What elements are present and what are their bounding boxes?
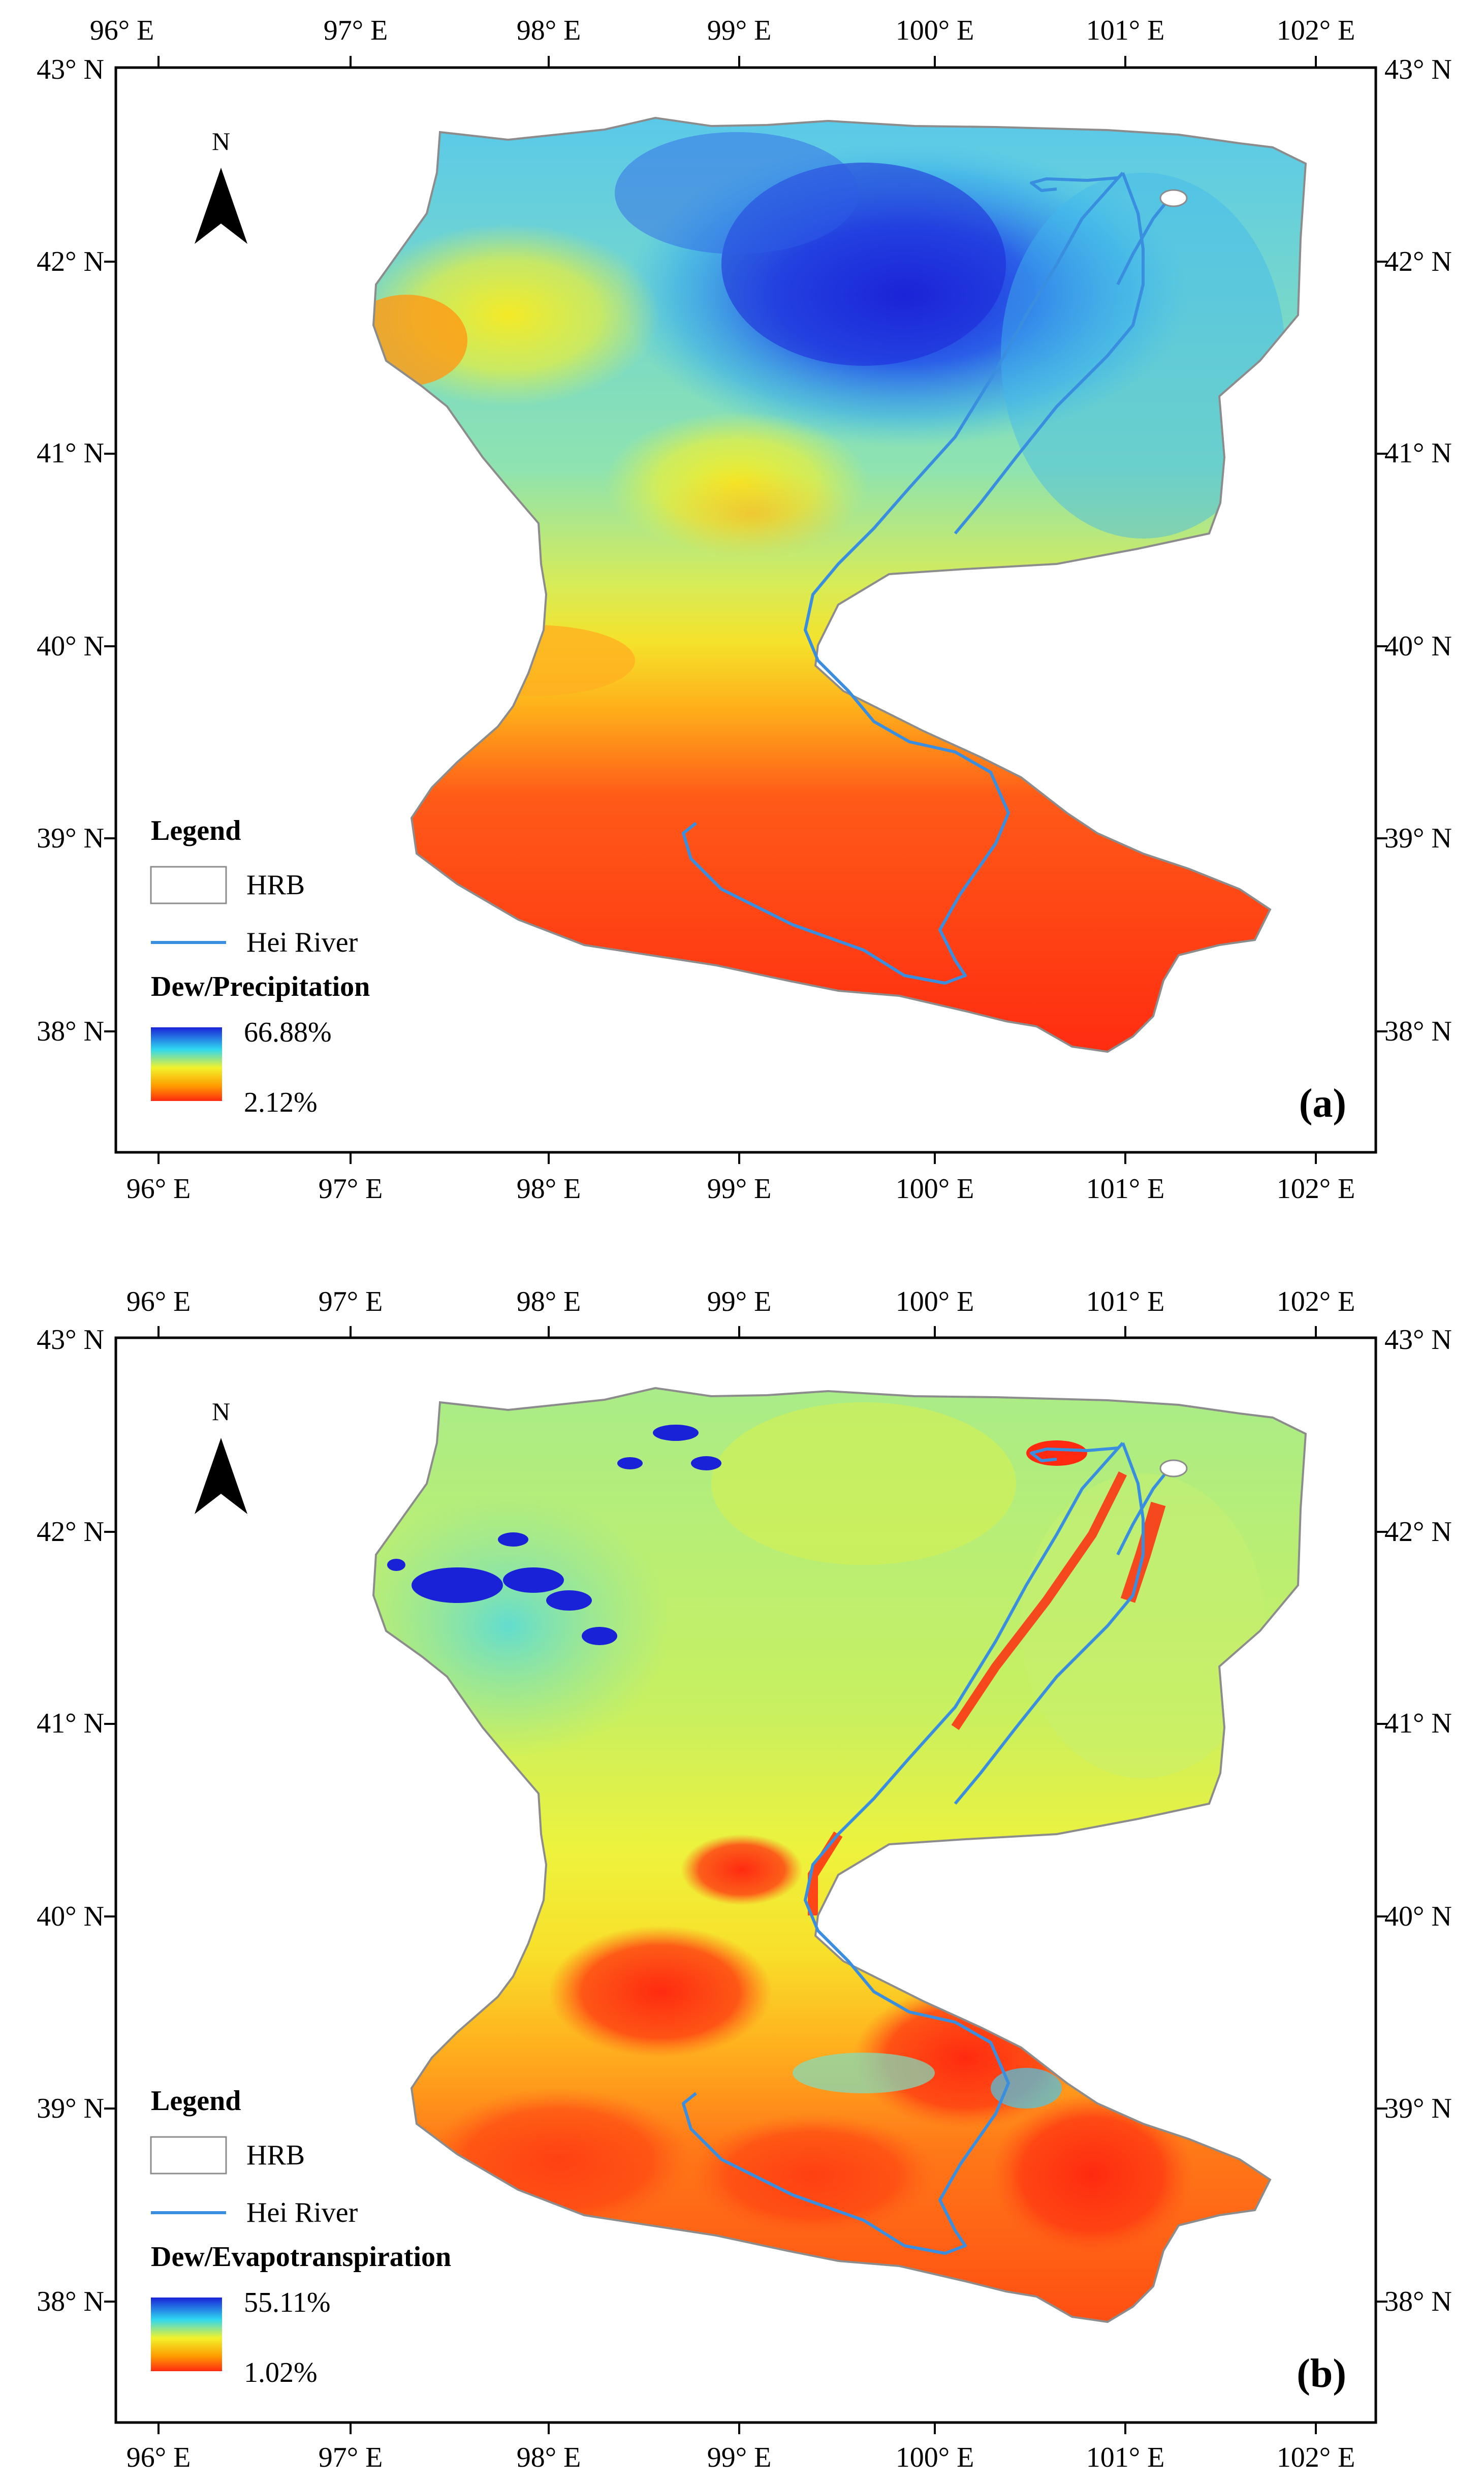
lat-label: 39° N <box>1384 823 1452 854</box>
lon-label: 97° E <box>324 15 388 46</box>
lon-label: 102° E <box>1277 2442 1355 2473</box>
lon-label: 101° E <box>1086 1173 1165 1205</box>
hrb-legend-label: HRB <box>246 2140 305 2171</box>
lat-label: 41° N <box>37 437 104 469</box>
lat-label: 42° N <box>1384 1516 1452 1548</box>
lon-label: 99° E <box>707 1173 772 1205</box>
lon-label: 102° E <box>1277 15 1355 46</box>
hrb-swatch <box>150 2136 227 2175</box>
lat-label: 40° N <box>1384 631 1452 662</box>
lat-label: 43° N <box>1384 1324 1452 1356</box>
north-arrow-a: N <box>195 127 247 244</box>
color-ramp-b <box>151 2298 222 2371</box>
panel-label-a: (a) <box>1299 1081 1346 1126</box>
legend-title: Legend <box>151 2085 241 2117</box>
legend-variable: Dew/Precipitation <box>151 971 370 1002</box>
map-frame-a <box>114 66 1377 1154</box>
lon-labels-top-b: 96° E 97° E 98° E 99° E 100° E 101° E 10… <box>127 1286 1355 1317</box>
lat-labels-right-b: 43° N 42° N 41° N 40° N 39° N 38° N <box>1384 1324 1452 2317</box>
map-frame-b <box>114 1336 1377 2424</box>
lon-label: 96° E <box>90 15 154 46</box>
lon-label: 96° E <box>127 1173 191 1205</box>
lat-label: 41° N <box>37 1708 104 1739</box>
lat-label: 38° N <box>37 1016 104 1047</box>
lat-label: 40° N <box>37 1901 104 1932</box>
lon-label: 101° E <box>1086 1286 1165 1317</box>
lat-label: 43° N <box>37 1324 104 1356</box>
lon-label: 101° E <box>1086 2442 1165 2473</box>
lat-label: 39° N <box>37 823 104 854</box>
lat-label: 41° N <box>1384 437 1452 469</box>
lon-label: 102° E <box>1277 1173 1355 1205</box>
color-ramp-a <box>151 1027 222 1101</box>
lat-label: 43° N <box>1384 54 1452 85</box>
dew-precipitation-raster <box>373 118 1306 1052</box>
lat-label: 39° N <box>37 2093 104 2124</box>
north-arrow-icon <box>195 1438 247 1514</box>
frame-ticks-b <box>104 1326 1387 2434</box>
lon-label: 97° E <box>319 1173 383 1205</box>
lat-label: 42° N <box>1384 246 1452 277</box>
legend-b: Legend HRB Hei River Dew/Evapotranspirat… <box>150 2085 451 2388</box>
lon-label: 100° E <box>896 1286 974 1317</box>
lat-labels-left-a: 43° N 42° N 41° N 40° N 39° N 38° N <box>37 54 104 1047</box>
lon-label: 100° E <box>896 15 974 46</box>
panel-a: 96° E 97° E 98° E 99° E 100° E 101° E 10… <box>37 15 1452 1205</box>
lat-label: 41° N <box>1384 1708 1452 1739</box>
lon-labels-bottom-b: 96° E 97° E 98° E 99° E 100° E 101° E 10… <box>127 2442 1355 2473</box>
lon-label: 99° E <box>707 1286 772 1317</box>
lat-label: 40° N <box>37 631 104 662</box>
river-legend-label: Hei River <box>246 2197 358 2228</box>
panel-b: 96° E 97° E 98° E 99° E 100° E 101° E 10… <box>37 1286 1452 2473</box>
hrb-swatch <box>150 866 227 904</box>
lon-label: 102° E <box>1277 1286 1355 1317</box>
lat-label: 38° N <box>1384 2286 1452 2317</box>
dew-evapotranspiration-raster <box>373 1388 1306 2322</box>
lat-labels-right-a: 43° N 42° N 41° N 40° N 39° N 38° N <box>1384 54 1452 1047</box>
lat-label: 38° N <box>1384 1016 1452 1047</box>
legend-variable: Dew/Evapotranspiration <box>151 2241 451 2273</box>
lon-label: 99° E <box>707 2442 772 2473</box>
north-label: N <box>212 127 230 155</box>
north-label: N <box>212 1397 230 1426</box>
legend-title: Legend <box>151 815 241 846</box>
lon-labels-bottom-a: 96° E 97° E 98° E 99° E 100° E 101° E 10… <box>127 1173 1355 1205</box>
lon-label: 99° E <box>707 15 772 46</box>
lat-label: 42° N <box>37 246 104 277</box>
lon-labels-top-a: 96° E 97° E 98° E 99° E 100° E 101° E 10… <box>90 15 1355 46</box>
hrb-legend-label: HRB <box>246 869 305 901</box>
legend-a: Legend HRB Hei River Dew/Precipitation 6… <box>150 815 370 1118</box>
lat-label: 38° N <box>37 2286 104 2317</box>
north-arrow-icon <box>195 168 247 244</box>
lon-label: 97° E <box>319 1286 383 1317</box>
lat-label: 43° N <box>37 54 104 85</box>
lat-labels-left-b: 43° N 42° N 41° N 40° N 39° N 38° N <box>37 1324 104 2317</box>
lon-label: 96° E <box>127 1286 191 1317</box>
lon-label: 97° E <box>319 2442 383 2473</box>
legend-min: 2.12% <box>244 1087 318 1118</box>
lon-label: 98° E <box>517 15 581 46</box>
lat-label: 42° N <box>37 1516 104 1548</box>
lat-label: 39° N <box>1384 2093 1452 2124</box>
lat-label: 40° N <box>1384 1901 1452 1932</box>
lon-label: 96° E <box>127 2442 191 2473</box>
legend-min: 1.02% <box>244 2357 318 2388</box>
lon-label: 98° E <box>517 2442 581 2473</box>
lon-label: 100° E <box>896 1173 974 1205</box>
panel-label-b: (b) <box>1297 2351 1346 2396</box>
river-legend-label: Hei River <box>246 927 358 958</box>
lon-label: 98° E <box>517 1173 581 1205</box>
north-arrow-b: N <box>195 1397 247 1514</box>
frame-ticks-a <box>104 56 1387 1164</box>
lon-label: 98° E <box>517 1286 581 1317</box>
legend-max: 55.11% <box>244 2287 331 2318</box>
lon-label: 101° E <box>1086 15 1165 46</box>
lon-label: 100° E <box>896 2442 974 2473</box>
legend-max: 66.88% <box>244 1017 332 1048</box>
